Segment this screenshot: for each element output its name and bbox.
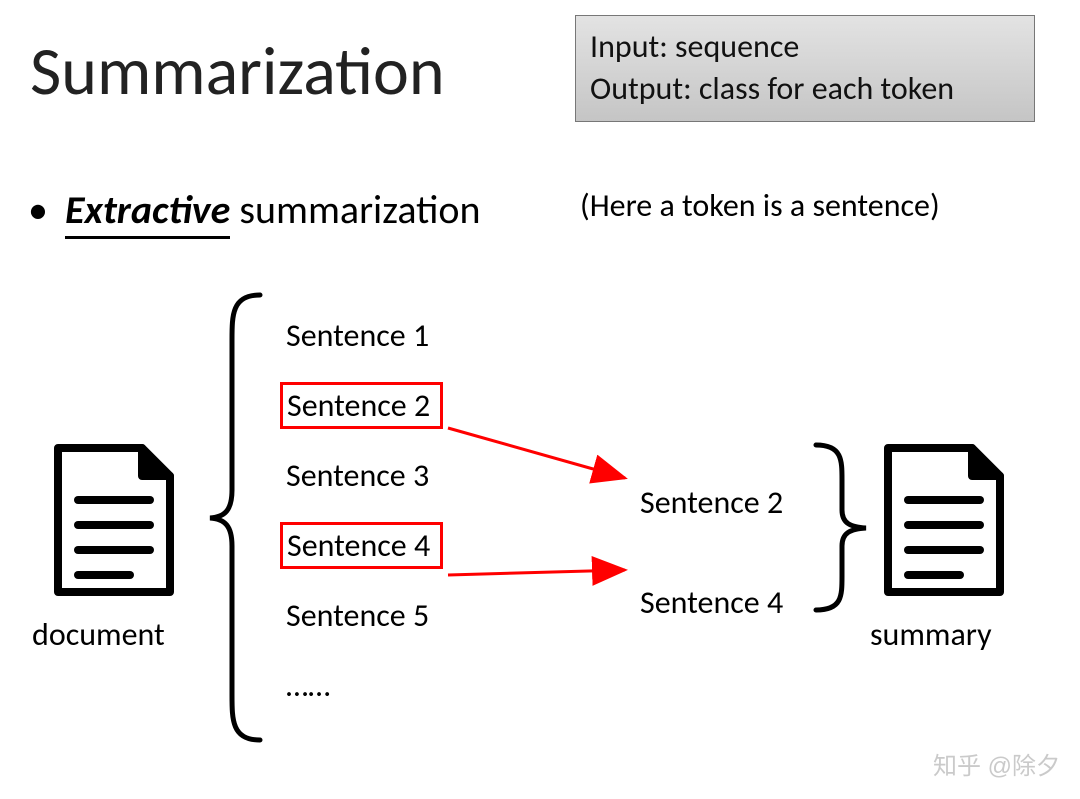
note-text: (Here a token is a sentence) <box>580 185 980 227</box>
bullet-line: • Extractive summarization <box>20 185 481 234</box>
list-item: Sentence 2 <box>280 370 451 440</box>
io-line2: Output: class for each token <box>590 68 1020 110</box>
list-item: Sentence 2 <box>640 452 783 552</box>
extracted-text: Sentence 2 <box>640 483 783 522</box>
extracted-list: Sentence 2 Sentence 4 <box>640 452 783 652</box>
bullet-emph: Extractive <box>65 185 230 239</box>
extracted-text: Sentence 4 <box>640 583 783 622</box>
sentence-text: Sentence 1 <box>286 316 429 355</box>
arrow-1 <box>448 428 625 478</box>
brace-left <box>210 295 260 740</box>
arrow-2 <box>448 570 625 575</box>
list-item: …… <box>280 650 451 720</box>
list-item: Sentence 1 <box>280 300 451 370</box>
summary-label: summary <box>870 615 992 654</box>
io-box: Input: sequence Output: class for each t… <box>575 15 1035 122</box>
sentence-text-boxed: Sentence 4 <box>280 522 443 569</box>
sentence-text-boxed: Sentence 2 <box>280 382 443 429</box>
io-line1: Input: sequence <box>590 26 1020 68</box>
sentence-text: …… <box>286 666 330 705</box>
summary-icon <box>880 440 1008 600</box>
page-title: Summarization <box>30 30 445 113</box>
bullet-rest: summarization <box>230 185 480 234</box>
list-item: Sentence 4 <box>640 552 783 652</box>
sentence-list: Sentence 1 Sentence 2 Sentence 3 Sentenc… <box>280 300 451 720</box>
list-item: Sentence 5 <box>280 580 451 650</box>
slide: Summarization Input: sequence Output: cl… <box>0 0 1080 799</box>
watermark: 知乎 @除夕 <box>933 746 1060 781</box>
brace-right <box>816 445 866 610</box>
sentence-text: Sentence 3 <box>286 456 429 495</box>
document-icon <box>50 440 178 600</box>
bullet-dot: • <box>20 185 56 234</box>
list-item: Sentence 3 <box>280 440 451 510</box>
document-label: document <box>32 615 165 654</box>
sentence-text: Sentence 5 <box>286 596 429 635</box>
list-item: Sentence 4 <box>280 510 451 580</box>
